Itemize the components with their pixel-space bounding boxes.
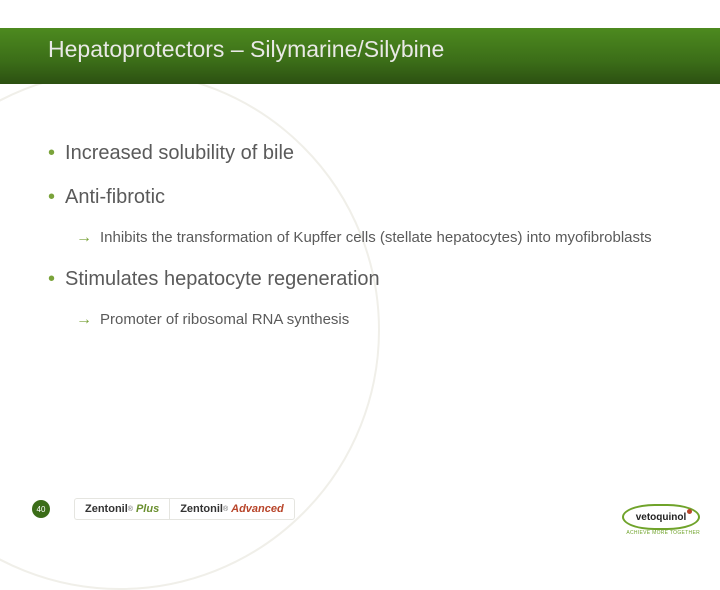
page-number: 40 <box>37 505 46 514</box>
sub-bullet-text: Promoter of ribosomal RNA synthesis <box>100 310 349 330</box>
registered-icon: ® <box>223 506 228 513</box>
product-variant: Plus <box>136 503 159 515</box>
sub-bullet: → Inhibits the transformation of Kupffer… <box>76 228 680 248</box>
bullet-text: Increased solubility of bile <box>65 140 294 166</box>
registered-icon: ® <box>128 506 133 513</box>
content-area: • Increased solubility of bile • Anti-fi… <box>48 140 680 348</box>
product-badge: Zentonil® Plus <box>74 498 169 520</box>
bullet-dot-icon: • <box>48 140 55 166</box>
page-number-badge: 40 <box>32 500 50 518</box>
arrow-icon: → <box>76 228 92 248</box>
product-name: Zentonil <box>85 503 128 515</box>
footer: 40 Zentonil® Plus Zentonil® Advanced <box>0 492 720 526</box>
page-title: Hepatoprotectors – Silymarine/Silybine <box>48 36 444 63</box>
bullet-item: • Anti-fibrotic <box>48 184 680 210</box>
sub-bullet: → Promoter of ribosomal RNA synthesis <box>76 310 680 330</box>
bullet-text: Anti-fibrotic <box>65 184 165 210</box>
bullet-dot-icon: • <box>48 266 55 292</box>
product-variant: Advanced <box>231 503 284 515</box>
bullet-item: • Increased solubility of bile <box>48 140 680 166</box>
arrow-icon: → <box>76 310 92 330</box>
bullet-item: • Stimulates hepatocyte regeneration <box>48 266 680 292</box>
bullet-text: Stimulates hepatocyte regeneration <box>65 266 380 292</box>
product-badges: Zentonil® Plus Zentonil® Advanced <box>74 498 295 520</box>
bullet-dot-icon: • <box>48 184 55 210</box>
brand-tagline: ACHIEVE MORE TOGETHER <box>626 530 700 536</box>
sub-bullet-text: Inhibits the transformation of Kupffer c… <box>100 228 652 248</box>
product-name: Zentonil <box>180 503 223 515</box>
product-badge: Zentonil® Advanced <box>169 498 295 520</box>
